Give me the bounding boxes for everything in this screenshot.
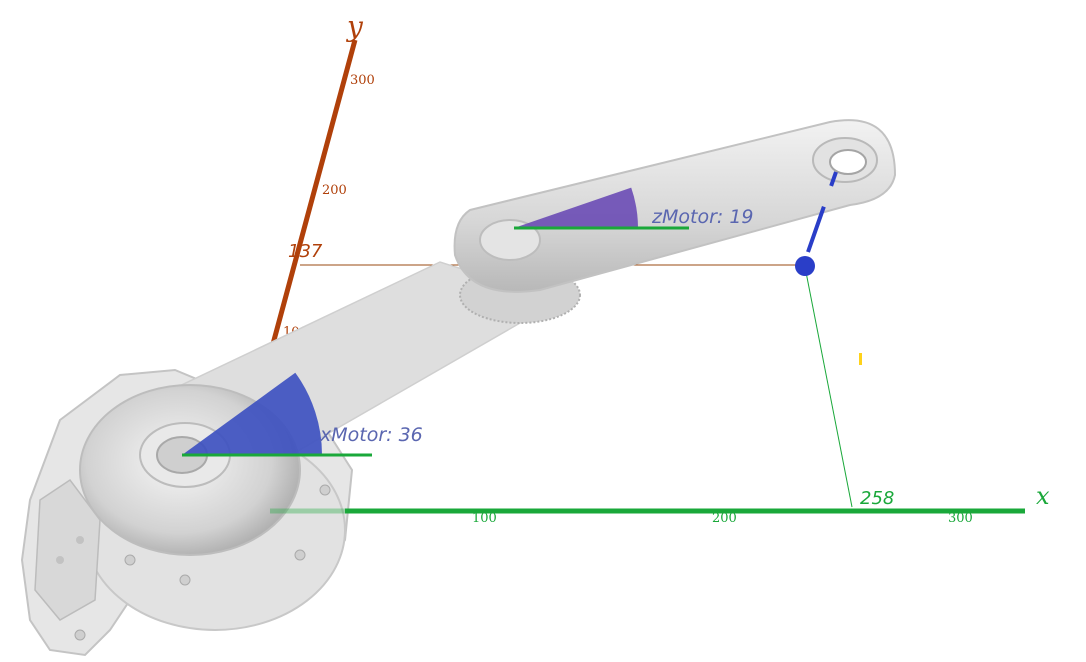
- upper-arm-link: [453, 119, 897, 293]
- yellow-marker: [859, 353, 862, 365]
- y-tick-300: 300: [350, 73, 375, 88]
- x-motor-indicator: xMotor: 36: [182, 372, 423, 457]
- x-tick-100: 100: [472, 511, 497, 526]
- x-tick-300: 300: [948, 511, 973, 526]
- x-axis-title: x: [1036, 482, 1050, 510]
- x-motor-angle-sector: [182, 372, 322, 455]
- y-readout: 137: [288, 241, 323, 262]
- y-axis-title: y: [345, 10, 364, 43]
- z-motor-angle-sector: [514, 187, 638, 228]
- z-motor-label: zMotor: 19: [651, 206, 754, 228]
- x-readout: 258: [860, 488, 894, 509]
- end-effector: [795, 171, 862, 365]
- x-motor-label: xMotor: 36: [319, 424, 423, 446]
- end-effector-point: [795, 256, 815, 276]
- y-axis: y 300 200 100: [267, 10, 375, 356]
- x-tick-200: 200: [712, 511, 737, 526]
- x-axis: x 100 200 300: [270, 482, 1050, 526]
- x-guide-line: [804, 266, 853, 508]
- z-motor-indicator: zMotor: 19: [514, 187, 754, 230]
- y-tick-200: 200: [322, 183, 347, 198]
- y-axis-line: [267, 39, 358, 356]
- end-effector-direction: [806, 171, 838, 253]
